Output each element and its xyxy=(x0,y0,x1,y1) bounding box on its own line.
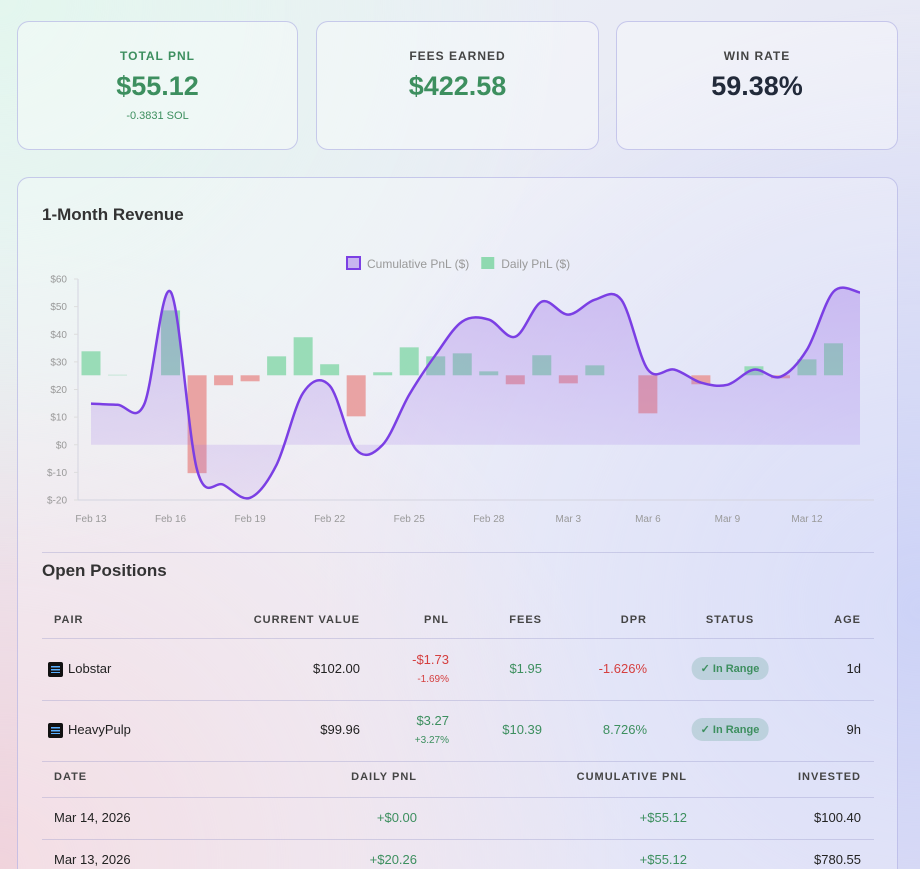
bar xyxy=(81,351,101,376)
divider xyxy=(42,797,874,798)
y-tick-label: $30 xyxy=(50,357,67,368)
current-value: $99.96 xyxy=(320,722,360,737)
column-header: INVESTED xyxy=(797,771,861,783)
card-label: WIN RATE xyxy=(723,49,791,63)
fees: $10.39 xyxy=(502,722,542,737)
legend-label: Cumulative PnL ($) xyxy=(367,257,469,271)
bar xyxy=(240,375,260,382)
y-tick-label: $50 xyxy=(50,302,67,313)
cell: Mar 13, 2026 xyxy=(54,852,131,867)
legend-label: Daily PnL ($) xyxy=(501,257,570,271)
divider xyxy=(42,700,874,701)
x-tick-label: Mar 3 xyxy=(556,514,582,525)
column-header: FEES xyxy=(509,614,542,626)
y-tick-label: $40 xyxy=(50,330,67,341)
column-header: PAIR xyxy=(54,614,84,626)
bar xyxy=(267,356,287,376)
pair: HeavyPulp xyxy=(68,722,131,737)
y-tick-label: $60 xyxy=(50,275,67,286)
line xyxy=(90,286,861,500)
bar xyxy=(320,364,340,376)
y-tick-label: $10 xyxy=(50,413,67,424)
x-tick-label: Mar 9 xyxy=(715,514,741,525)
bar xyxy=(399,347,419,376)
pnl-percent: +3.27% xyxy=(414,735,449,746)
card-value: $55.12 xyxy=(116,71,199,101)
y-tick-label: $0 xyxy=(56,440,68,451)
divider xyxy=(42,552,874,553)
card: WIN RATE 59.38% xyxy=(616,21,898,150)
y-tick-label: $20 xyxy=(50,385,67,396)
panel xyxy=(17,177,898,869)
bar xyxy=(373,372,393,376)
divider xyxy=(42,839,874,840)
chart: 1-Month Revenue $-20 $-10 $0 $10 $20 $30 $40 $5… xyxy=(42,205,874,525)
column-header: CUMULATIVE PNL xyxy=(576,771,687,783)
x-tick-label: Feb 13 xyxy=(75,514,107,525)
card: FEES EARNED $422.58 xyxy=(316,21,599,150)
status: ✓ In Range xyxy=(691,657,769,680)
pnl-percent: -1.69% xyxy=(417,674,449,685)
section-title: Open Positions xyxy=(42,561,167,580)
token-icon xyxy=(48,662,63,677)
y-tick-label: $-10 xyxy=(47,468,67,479)
column-header: DAILY PNL xyxy=(351,771,417,783)
age: 1d xyxy=(846,661,861,676)
card: TOTAL PNL $55.12 -0.3831 SOL xyxy=(17,21,298,150)
cell: +$0.00 xyxy=(376,810,417,825)
column-header: AGE xyxy=(834,614,861,626)
x-tick-label: Feb 25 xyxy=(394,514,426,525)
column-header: DPR xyxy=(620,614,647,626)
pnl: $3.27 xyxy=(416,713,449,728)
x-tick-label: Feb 28 xyxy=(473,514,505,525)
cell: +$55.12 xyxy=(639,852,687,867)
current-value: $102.00 xyxy=(313,661,360,676)
fees: $1.95 xyxy=(509,661,542,676)
x-tick-label: Feb 19 xyxy=(235,514,267,525)
dpr: 8.726% xyxy=(602,722,647,737)
card-value: 59.38% xyxy=(711,71,803,101)
chart-title: 1-Month Revenue xyxy=(42,205,184,224)
divider xyxy=(42,638,874,639)
dpr: -1.626% xyxy=(598,661,647,676)
card-value: $422.58 xyxy=(408,71,507,101)
column-header: DATE xyxy=(54,771,88,783)
pair: Lobstar xyxy=(68,661,112,676)
bar xyxy=(346,375,366,417)
column-header: STATUS xyxy=(705,614,755,626)
x-tick-label: Feb 22 xyxy=(314,514,346,525)
token-icon xyxy=(48,723,63,738)
column-header: CURRENT VALUE xyxy=(253,614,360,626)
bar xyxy=(214,375,234,386)
x-tick-label: Mar 12 xyxy=(791,514,823,525)
age: 9h xyxy=(846,722,861,737)
card-sub: -0.3831 SOL xyxy=(126,110,189,122)
cell: +$20.26 xyxy=(369,852,417,867)
cell: $100.40 xyxy=(814,810,861,825)
cell: $780.55 xyxy=(814,852,861,867)
y-tick-label: $-20 xyxy=(47,496,67,507)
column-header: PNL xyxy=(424,614,449,626)
cell: Mar 14, 2026 xyxy=(54,810,131,825)
x-tick-label: Mar 6 xyxy=(635,514,661,525)
legend-swatch xyxy=(346,256,361,270)
divider xyxy=(42,761,874,762)
status: ✓ In Range xyxy=(691,718,769,741)
card-label: TOTAL PNL xyxy=(120,49,195,63)
pnl: -$1.73 xyxy=(412,652,449,667)
legend-swatch xyxy=(481,257,495,269)
bar xyxy=(293,337,313,376)
card-label: FEES EARNED xyxy=(409,49,506,63)
bar xyxy=(691,375,711,385)
x-tick-label: Feb 16 xyxy=(155,514,187,525)
cell: +$55.12 xyxy=(639,810,687,825)
